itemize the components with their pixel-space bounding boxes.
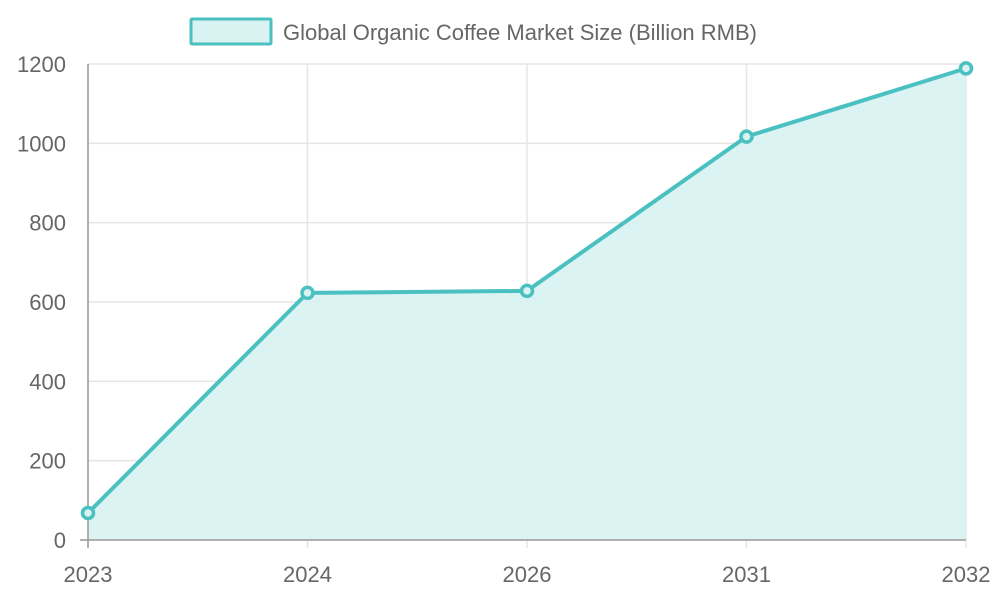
points-layer[interactable] <box>80 61 974 521</box>
area-layer <box>88 68 966 540</box>
x-tick-label: 2026 <box>503 562 552 587</box>
y-tick-label: 1200 <box>17 52 66 77</box>
y-tick-label: 600 <box>29 290 66 315</box>
x-tick-label: 2024 <box>283 562 332 587</box>
y-tick-label: 1000 <box>17 131 66 156</box>
x-axis-ticks: 2023 2024 2026 2031 2032 <box>64 562 991 587</box>
legend[interactable]: Global Organic Coffee Market Size (Billi… <box>189 17 757 46</box>
x-tick-label: 2031 <box>722 562 771 587</box>
y-tick-label: 0 <box>54 528 66 553</box>
series-area <box>88 68 966 540</box>
y-tick-label: 800 <box>29 211 66 236</box>
data-point[interactable] <box>519 283 535 299</box>
data-point[interactable] <box>739 129 754 144</box>
y-axis-ticks: 0 200 400 600 800 1000 1200 <box>17 52 66 553</box>
x-tick-label: 2032 <box>942 562 991 587</box>
x-tick-label: 2023 <box>64 562 113 587</box>
y-tick-label: 400 <box>29 369 66 394</box>
y-tick-label: 200 <box>29 449 66 474</box>
data-point[interactable] <box>958 61 974 76</box>
legend-label: Global Organic Coffee Market Size (Billi… <box>283 20 757 45</box>
legend-swatch <box>189 17 273 46</box>
data-point[interactable] <box>300 285 315 301</box>
axes <box>80 64 966 548</box>
data-point[interactable] <box>80 505 96 521</box>
